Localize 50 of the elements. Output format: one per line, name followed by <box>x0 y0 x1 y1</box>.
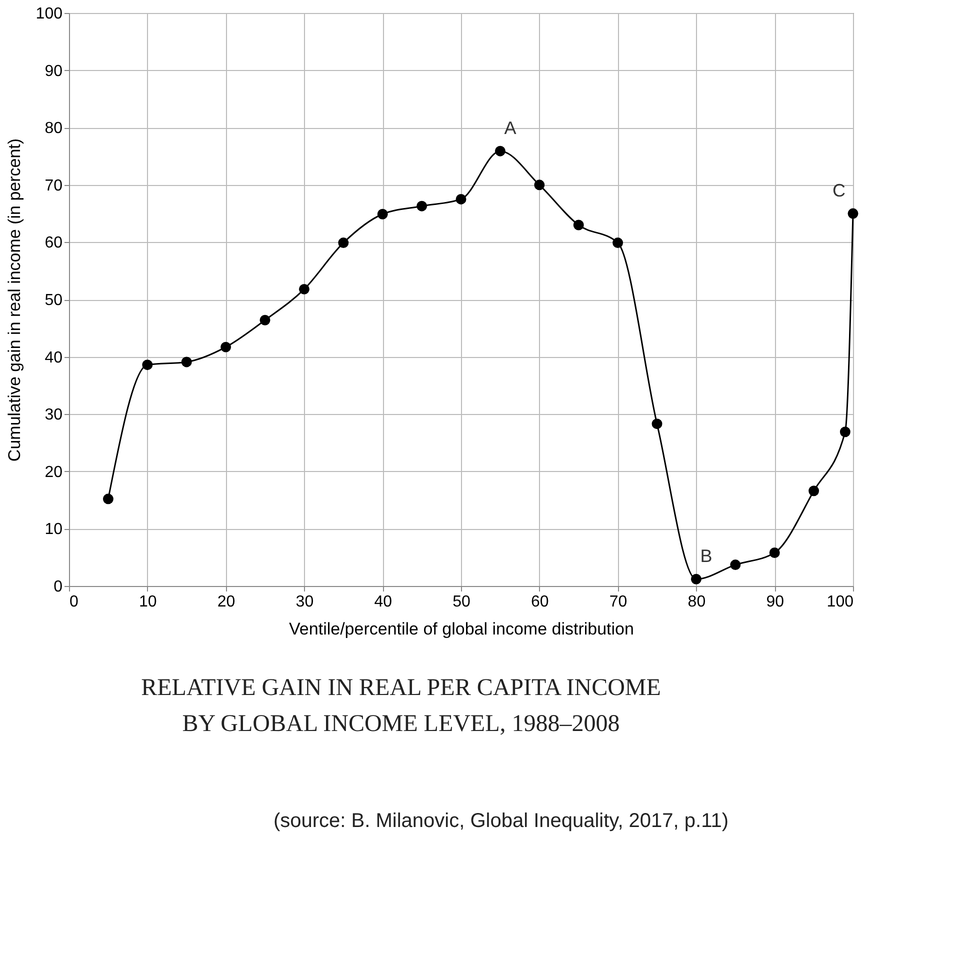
point <box>534 180 545 190</box>
annotation: C <box>832 180 846 201</box>
point <box>416 200 428 212</box>
point <box>573 220 584 230</box>
y-tick-label: 20 <box>44 464 63 481</box>
x-tick-label: 70 <box>609 594 628 610</box>
x-tick-label: 20 <box>217 594 236 610</box>
x-tick-label: 10 <box>139 594 157 610</box>
annotation: A <box>504 118 516 138</box>
y-tick-label: 10 <box>44 521 63 538</box>
y-tick-label: 60 <box>44 234 63 252</box>
y-tick-label: 40 <box>44 349 63 366</box>
y-axis-title: Cumulative gain in real income (in percent) <box>4 138 24 462</box>
x-tick-label: 40 <box>374 594 392 610</box>
point <box>494 146 506 156</box>
text: (source: B. Milanovic, Global Inequality, 2017, p.11) <box>273 810 729 832</box>
y-tick-label: 100 <box>36 6 63 22</box>
point <box>181 356 192 368</box>
point <box>142 360 153 370</box>
point <box>769 548 780 558</box>
y-tick-label: 30 <box>44 406 63 424</box>
x-tick-label: 90 <box>766 594 784 610</box>
point <box>338 238 349 248</box>
x-tick-label: 80 <box>688 594 706 610</box>
point <box>377 208 388 220</box>
point <box>652 418 662 430</box>
annotation: B <box>700 546 712 566</box>
y-tick-label: 0 <box>54 578 63 596</box>
point <box>690 574 702 584</box>
x-tick-label: 100 <box>826 594 854 610</box>
point <box>456 194 466 204</box>
x-axis-title: Ventile/percentile of global income distribution <box>289 620 634 638</box>
y-tick-label: 70 <box>44 177 63 194</box>
point <box>848 208 858 219</box>
point <box>220 342 232 352</box>
x-tick-label: 0 <box>70 594 78 610</box>
x-tick-label: 30 <box>296 594 314 610</box>
point <box>298 284 310 294</box>
point <box>730 560 741 570</box>
y-tick-label: 80 <box>44 120 63 138</box>
y-tick-label: 90 <box>44 62 63 80</box>
y-tick-label: 50 <box>44 292 63 309</box>
point <box>840 426 850 438</box>
point <box>260 314 270 326</box>
text: RELATIVE GAIN IN REAL PER CAPITA INCOME BY GLOBAL INCOME LEVEL, 1988–2008 <box>141 675 661 737</box>
x-tick-label: 60 <box>531 594 549 610</box>
point <box>808 486 820 496</box>
x-tick-label: 50 <box>452 594 470 610</box>
point <box>102 494 114 504</box>
point <box>612 238 624 248</box>
